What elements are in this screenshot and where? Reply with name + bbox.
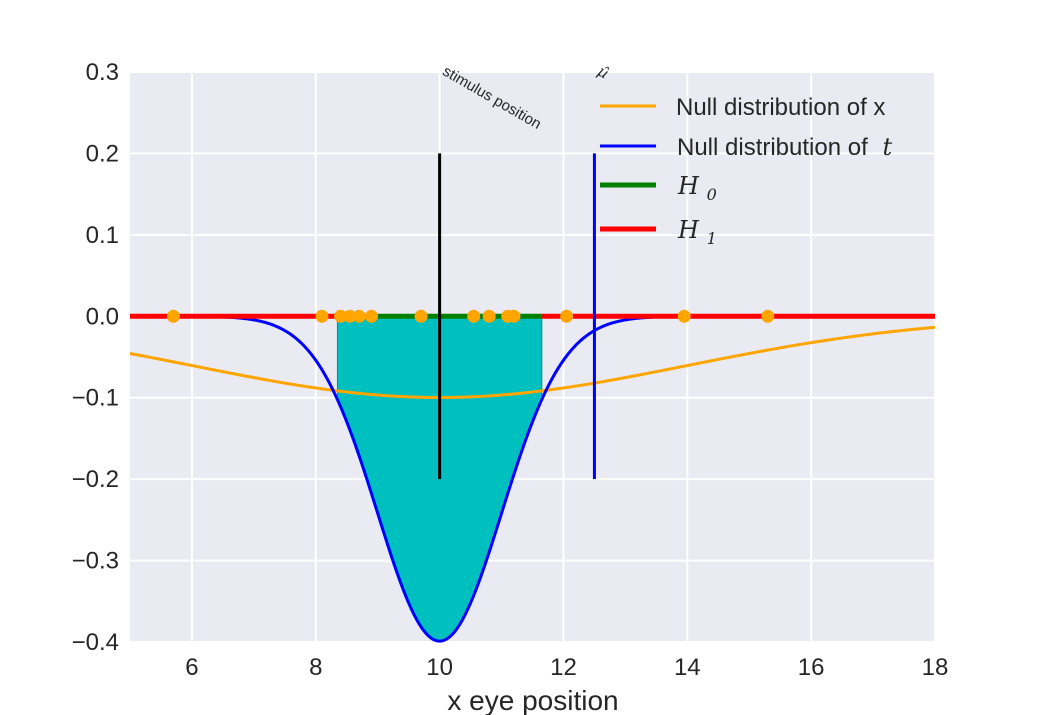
x-tick-label: 14 bbox=[674, 654, 701, 681]
legend-label-h0-sub: 0 bbox=[707, 185, 717, 204]
sample-point bbox=[365, 309, 378, 323]
sample-point bbox=[467, 309, 481, 323]
sample-point bbox=[315, 309, 329, 323]
y-tick-label: −0.3 bbox=[72, 548, 119, 575]
legend-label-null-x: Null distribution of x bbox=[676, 94, 885, 121]
y-tick-label: 0.2 bbox=[86, 140, 119, 167]
sample-point bbox=[166, 309, 180, 323]
sample-point bbox=[677, 309, 691, 323]
legend-label-h1-sub: 1 bbox=[707, 229, 717, 248]
legend-label-h1-main: H bbox=[677, 216, 700, 244]
sample-point bbox=[334, 309, 348, 323]
legend-label-null-t-text: Null distribution of bbox=[677, 134, 868, 161]
x-tick-label: 8 bbox=[309, 654, 322, 681]
y-tick-label: −0.2 bbox=[72, 466, 119, 493]
x-tick-label: 10 bbox=[426, 654, 453, 681]
sample-point bbox=[507, 309, 521, 323]
y-tick-label: 0.0 bbox=[86, 303, 119, 330]
sample-point bbox=[761, 309, 775, 323]
sample-point bbox=[352, 309, 366, 323]
y-tick-label: −0.4 bbox=[72, 629, 119, 656]
legend-label-h1: H 1 bbox=[677, 216, 717, 248]
legend-label-null-t: Null distribution of t bbox=[677, 133, 892, 161]
sample-point bbox=[482, 309, 496, 323]
legend-label-h0: H 0 bbox=[677, 172, 717, 204]
x-tick-label: 6 bbox=[185, 654, 198, 681]
x-axis-label: x eye position bbox=[447, 685, 618, 715]
x-tick-labels: 6 8 10 12 14 16 18 bbox=[185, 654, 948, 681]
x-tick-label: 16 bbox=[798, 654, 825, 681]
y-tick-label: 0.3 bbox=[86, 59, 119, 86]
y-tick-label: 0.1 bbox=[86, 222, 119, 249]
y-tick-label: −0.1 bbox=[72, 385, 119, 412]
legend-label-h0-main: H bbox=[677, 172, 700, 200]
x-tick-label: 12 bbox=[550, 654, 577, 681]
legend-label-null-t-math: t bbox=[882, 133, 892, 161]
y-tick-labels: −0.4 −0.3 −0.2 −0.1 0.0 0.1 0.2 0.3 bbox=[72, 59, 119, 656]
series-line-null-x bbox=[129, 325, 936, 399]
sample-point bbox=[343, 309, 357, 323]
legend: Null distribution of x Null distribution… bbox=[600, 94, 892, 248]
x-tick-label: 18 bbox=[922, 654, 949, 681]
sample-point bbox=[414, 309, 428, 323]
sample-point bbox=[560, 309, 574, 323]
vertical-lines bbox=[438, 153, 596, 480]
sample-points bbox=[166, 309, 775, 323]
